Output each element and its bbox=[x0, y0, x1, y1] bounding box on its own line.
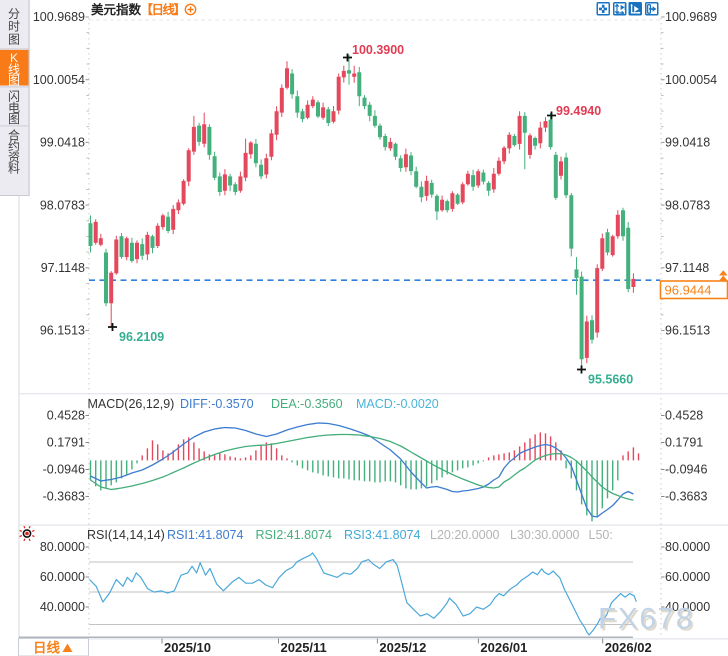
svg-text:2025/12: 2025/12 bbox=[379, 640, 426, 655]
svg-text:K: K bbox=[10, 51, 18, 65]
svg-text:0.4528: 0.4528 bbox=[665, 409, 703, 423]
svg-text:100.0054: 100.0054 bbox=[33, 73, 85, 87]
svg-text:100.9689: 100.9689 bbox=[33, 10, 85, 24]
svg-text:闪: 闪 bbox=[8, 90, 20, 104]
svg-text:96.1513: 96.1513 bbox=[40, 324, 85, 338]
svg-text:L20:20.0000: L20:20.0000 bbox=[430, 528, 500, 542]
svg-text:-0.0946: -0.0946 bbox=[43, 463, 85, 477]
svg-text:80.0000: 80.0000 bbox=[665, 540, 710, 554]
svg-text:电: 电 bbox=[8, 101, 20, 115]
svg-text:100.9689: 100.9689 bbox=[665, 10, 717, 24]
svg-text:约: 约 bbox=[8, 139, 20, 154]
svg-text:97.1148: 97.1148 bbox=[665, 261, 709, 275]
svg-text:图: 图 bbox=[8, 74, 20, 88]
svg-text:40.0000: 40.0000 bbox=[40, 600, 85, 614]
svg-text:线: 线 bbox=[8, 63, 20, 77]
svg-text:98.0783: 98.0783 bbox=[665, 198, 710, 212]
svg-text:96.2109: 96.2109 bbox=[119, 330, 164, 344]
svg-text:2026/02: 2026/02 bbox=[605, 640, 652, 655]
svg-text:98.0783: 98.0783 bbox=[40, 198, 85, 212]
svg-text:RSI2:41.8074: RSI2:41.8074 bbox=[256, 528, 332, 542]
svg-text:【日线】: 【日线】 bbox=[141, 2, 185, 17]
svg-text:时: 时 bbox=[8, 20, 20, 34]
svg-text:DIFF:-0.3570: DIFF:-0.3570 bbox=[180, 397, 254, 411]
svg-text:图: 图 bbox=[8, 112, 20, 126]
svg-text:60.0000: 60.0000 bbox=[40, 570, 85, 584]
svg-text:0.1791: 0.1791 bbox=[47, 436, 85, 450]
svg-text:40.0000: 40.0000 bbox=[665, 600, 710, 614]
svg-text:95.5660: 95.5660 bbox=[588, 373, 633, 387]
svg-text:-0.3683: -0.3683 bbox=[665, 490, 707, 504]
svg-text:美元指数: 美元指数 bbox=[91, 2, 142, 17]
svg-text:FX678: FX678 bbox=[600, 605, 696, 638]
svg-text:96.1513: 96.1513 bbox=[665, 324, 710, 338]
svg-text:100.0054: 100.0054 bbox=[665, 73, 717, 87]
svg-text:0.1791: 0.1791 bbox=[665, 436, 703, 450]
svg-text:料: 料 bbox=[8, 162, 20, 176]
svg-text:60.0000: 60.0000 bbox=[665, 570, 710, 584]
svg-text:L30:30.0000: L30:30.0000 bbox=[510, 528, 580, 542]
svg-text:RSI1:41.8074: RSI1:41.8074 bbox=[167, 528, 243, 542]
svg-text:100.3900: 100.3900 bbox=[352, 43, 404, 57]
svg-text:L50:: L50: bbox=[589, 528, 613, 542]
svg-text:-0.3683: -0.3683 bbox=[43, 490, 85, 504]
svg-text:97.1148: 97.1148 bbox=[41, 261, 85, 275]
svg-text:图: 图 bbox=[8, 32, 20, 46]
svg-text:MACD(26,12,9): MACD(26,12,9) bbox=[88, 397, 175, 411]
svg-text:RSI3:41.8074: RSI3:41.8074 bbox=[344, 528, 420, 542]
svg-text:资: 资 bbox=[8, 151, 20, 165]
svg-text:2025/11: 2025/11 bbox=[281, 640, 327, 655]
svg-text:99.0418: 99.0418 bbox=[665, 136, 710, 150]
svg-text:MACD:-0.0020: MACD:-0.0020 bbox=[356, 397, 439, 411]
svg-text:99.4940: 99.4940 bbox=[556, 104, 601, 118]
svg-text:日线: 日线 bbox=[33, 640, 60, 656]
svg-text:2025/10: 2025/10 bbox=[164, 640, 211, 655]
svg-text:合: 合 bbox=[8, 128, 20, 143]
svg-text:80.0000: 80.0000 bbox=[40, 540, 85, 554]
svg-text:99.0418: 99.0418 bbox=[40, 136, 85, 150]
svg-text:0.4528: 0.4528 bbox=[47, 409, 85, 423]
svg-text:-0.0946: -0.0946 bbox=[665, 463, 707, 477]
svg-text:RSI(14,14,14): RSI(14,14,14) bbox=[87, 528, 165, 542]
svg-text:96.9444: 96.9444 bbox=[665, 283, 712, 298]
svg-text:FX678: FX678 bbox=[598, 603, 694, 636]
svg-text:2026/01: 2026/01 bbox=[480, 640, 527, 655]
svg-text:DEA:-0.3560: DEA:-0.3560 bbox=[271, 397, 343, 411]
svg-text:分: 分 bbox=[8, 7, 20, 21]
